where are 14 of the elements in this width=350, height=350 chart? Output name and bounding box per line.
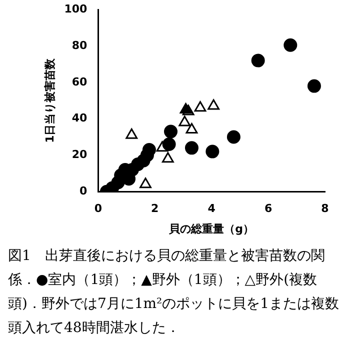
caption: 図1 出芽直後における貝の総重量と被害苗数の関係．●室内（1頭）；▲野外（1頭）；△野外(複数頭)．野外では7月に1m²のポットに貝を1または複数頭入れて48時間湛水した． — [8, 247, 340, 338]
x-tick-label: 8 — [321, 202, 329, 216]
x-tick-label: 6 — [264, 202, 272, 216]
y-tick-label: 80 — [72, 38, 88, 52]
x-tick-label: 0 — [94, 202, 102, 216]
y-tick-label: 100 — [64, 2, 88, 16]
y-tick-label: 40 — [72, 112, 88, 125]
y-axis-title: 1日当り被害苗数 — [43, 57, 56, 143]
x-axis-title: 貝の総重量（g） — [168, 222, 254, 236]
y-tick-label: 60 — [72, 75, 88, 88]
x-tick-label: 2 — [151, 202, 159, 216]
y-tick-label: 20 — [72, 148, 88, 162]
y-tick-label: 0 — [80, 184, 88, 198]
x-tick-label: 4 — [208, 202, 216, 216]
